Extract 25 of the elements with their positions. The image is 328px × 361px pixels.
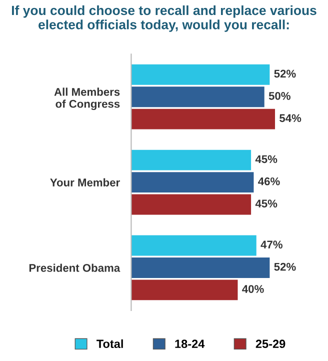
bar [131,64,270,85]
data-label: 52% [274,70,296,78]
bar [131,108,276,130]
bar [131,235,256,256]
bar [131,172,254,193]
data-label: 54% [280,114,302,122]
legend-label: 18-24 [175,340,205,348]
bar [131,194,252,215]
bar [131,258,270,278]
data-label: 40% [242,285,264,293]
y-tick-label: Your Member [50,178,120,186]
bar [131,150,252,170]
data-label: 47% [260,240,282,248]
data-label: 45% [255,200,278,208]
chart-title: If you could choose to recall and replace various elected officials today, would you recall: [12,5,316,32]
bar [131,86,264,108]
data-label: 46% [258,177,280,186]
data-label: 50% [268,92,290,100]
legend-label: Total [96,339,123,348]
y-tick-label: All Members of Congress [54,88,120,110]
bar [131,280,238,300]
legend-label: 25-29 [256,340,286,348]
y-tick-label: President Obama [29,264,120,272]
data-label: 52% [274,262,296,271]
data-label: 45% [255,155,278,164]
